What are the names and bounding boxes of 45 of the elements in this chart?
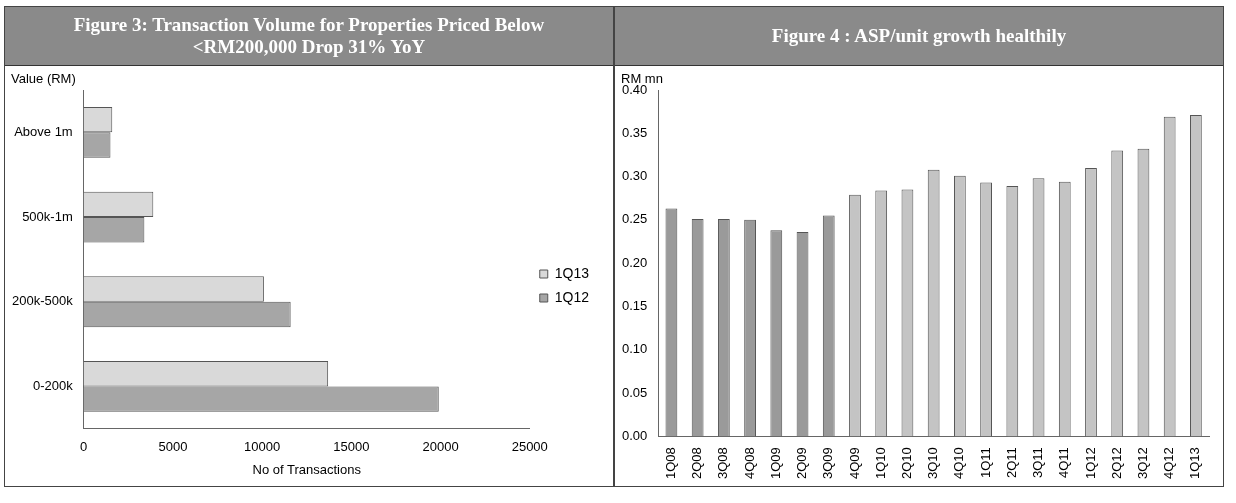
legend-label: 1Q12 (554, 288, 590, 305)
y-tick-label: 0.00 (621, 427, 648, 443)
y-tick-label: Above 1m (14, 123, 73, 139)
x-axis-title: No of Transactions (252, 461, 362, 477)
chart-title: Figure 3: Transaction Volume for Properties Priced Below <RM200,000 Drop 31% YoY (5, 7, 613, 66)
y-tick-label: 0.30 (621, 168, 648, 184)
y-tick-label: 500k-1m (22, 208, 73, 224)
x-tick-label: 25000 (511, 439, 548, 455)
chart-title: Figure 4 : ASP/unit growth healthily (615, 7, 1223, 66)
legend-label: 1Q13 (554, 264, 590, 281)
x-tick-label: 4Q09 (846, 447, 862, 480)
y-tick-label: 0.35 (621, 124, 648, 140)
x-tick-label: 3Q11 (1030, 447, 1046, 479)
x-tick-label: 2Q09 (794, 447, 810, 480)
x-tick-label: 2Q10 (899, 447, 915, 480)
x-tick-label: 4Q10 (951, 447, 967, 480)
x-tick-label: 15000 (333, 439, 370, 455)
y-axis-title: Value (RM) (11, 71, 76, 87)
x-tick-label: 3Q12 (1135, 447, 1151, 480)
x-tick-label: 3Q10 (925, 447, 941, 480)
x-tick-label: 3Q08 (715, 447, 731, 480)
x-tick-label: 1Q13 (1187, 447, 1203, 480)
x-tick-label: 4Q12 (1161, 447, 1177, 480)
y-tick-label: 0.05 (621, 384, 648, 400)
x-tick-label: 1Q08 (662, 447, 678, 480)
x-tick-label: 4Q08 (741, 447, 757, 480)
x-tick-label: 1Q09 (767, 447, 783, 480)
y-tick-label: 0-200k (32, 378, 74, 394)
y-tick-label: 0.20 (621, 254, 648, 270)
x-tick-label: 2Q08 (689, 447, 705, 480)
y-tick-label: 0.25 (621, 211, 648, 227)
x-tick-label: 3Q09 (820, 447, 836, 480)
x-tick-label: 2Q12 (1108, 447, 1124, 480)
x-tick-label: 1Q12 (1082, 447, 1098, 480)
y-tick-label: 0.15 (621, 297, 648, 313)
x-tick-label: 1Q11 (977, 447, 993, 479)
y-tick-label: 0.10 (621, 341, 648, 357)
x-tick-label: 1Q10 (872, 447, 888, 480)
x-tick-label: 2Q11 (1003, 447, 1019, 479)
x-tick-label: 5000 (158, 439, 188, 455)
x-tick-label: 20000 (422, 439, 459, 455)
x-tick-label: 10000 (244, 439, 281, 455)
y-tick-label: 200k-500k (11, 293, 74, 309)
x-tick-label: 0 (80, 439, 88, 455)
x-tick-label: 4Q11 (1056, 447, 1072, 479)
